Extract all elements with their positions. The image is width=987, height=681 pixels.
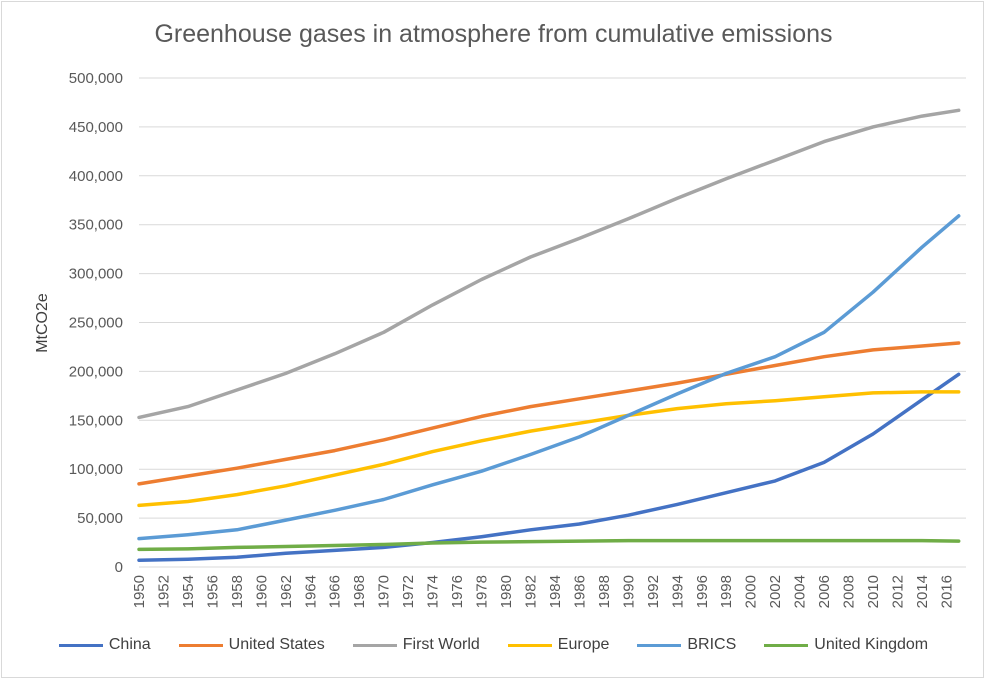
legend-swatch	[178, 643, 223, 647]
x-tick-label: 2008	[841, 575, 858, 608]
y-tick-label: 300,000	[69, 266, 123, 283]
x-tick-label: 1976	[449, 575, 466, 608]
series-line-united-kingdom	[137, 538, 961, 552]
x-tick-label: 1962	[278, 575, 295, 608]
y-tick-label: 400,000	[69, 168, 123, 185]
legend-label: Europe	[557, 636, 610, 653]
x-tick-label: 2012	[889, 575, 906, 608]
legend-label: United Kingdom	[814, 636, 929, 653]
y-tick-label: 50,000	[77, 510, 123, 527]
x-tick-label: 1954	[180, 575, 197, 608]
x-tick-label: 1994	[669, 575, 686, 608]
x-tick-label: 2006	[816, 575, 833, 608]
y-tick-label: 150,000	[69, 412, 123, 429]
y-tick-label: 0	[115, 559, 123, 576]
y-tick-label: 200,000	[69, 363, 123, 380]
legend-swatch	[58, 643, 103, 647]
y-axis-ticks: 0 50,000 100,000 150,000 200,000 250,000 300,0…	[69, 70, 123, 576]
x-tick-label: 1990	[620, 575, 637, 608]
x-tick-label: 1982	[522, 575, 539, 608]
y-axis-title: MtCO2e	[34, 293, 51, 353]
legend-item-united-states: United States	[178, 636, 325, 654]
x-tick-label: 1970	[376, 575, 393, 608]
series-lines	[137, 108, 961, 562]
x-tick-label: 1998	[718, 575, 735, 608]
x-tick-label: 2004	[792, 575, 809, 608]
legend-label: BRICS	[687, 636, 737, 653]
y-tick-label: 450,000	[69, 119, 123, 136]
x-tick-label: 2000	[743, 575, 760, 608]
legend-item-united-kingdom: United Kingdom	[764, 636, 928, 654]
legend-label: China	[108, 636, 151, 653]
x-tick-label: 2014	[914, 575, 931, 608]
legend-item-china: China	[58, 636, 151, 654]
x-tick-label: 1950	[131, 575, 148, 608]
legend-swatch	[764, 643, 809, 647]
x-tick-label: 1960	[253, 575, 270, 608]
x-tick-label: 1988	[596, 575, 613, 608]
x-tick-label: 1986	[571, 575, 588, 608]
x-tick-label: 1956	[204, 575, 221, 608]
x-tick-label: 1968	[351, 575, 368, 608]
legend-item-first-world: First World	[352, 636, 480, 654]
x-tick-label: 1996	[694, 575, 711, 608]
series-line-first-world	[137, 108, 961, 420]
legend: China United States First World Europe BRICS…	[0, 636, 987, 654]
x-tick-label: 1952	[155, 575, 172, 608]
series-line-europe	[137, 390, 961, 508]
y-tick-label: 250,000	[69, 315, 123, 332]
legend-label: United States	[228, 636, 325, 653]
legend-swatch	[352, 643, 397, 647]
x-tick-label: 1972	[400, 575, 417, 608]
x-tick-label: 2016	[938, 575, 955, 608]
gridlines	[139, 77, 966, 519]
y-tick-label: 350,000	[69, 217, 123, 234]
legend-item-europe: Europe	[507, 636, 610, 654]
legend-item-brics: BRICS	[637, 636, 736, 654]
chart-title: Greenhouse gases in atmosphere from cumu…	[154, 20, 833, 48]
x-tick-label: 1964	[302, 575, 319, 608]
y-tick-label: 500,000	[69, 70, 123, 87]
x-tick-label: 1966	[327, 575, 344, 608]
x-axis-ticks: 1950 1952 1954 1956 1958 1960 1962 1964 1966 1968…	[131, 575, 955, 608]
x-tick-label: 1980	[498, 575, 515, 608]
legend-swatch	[507, 643, 552, 647]
x-tick-label: 1992	[645, 575, 662, 608]
x-tick-label: 1974	[425, 575, 442, 608]
series-line-brics	[137, 214, 961, 541]
x-tick-label: 1984	[547, 575, 564, 608]
legend-label: First World	[402, 636, 480, 653]
x-tick-label: 2002	[767, 575, 784, 608]
x-tick-label: 2010	[865, 575, 882, 608]
x-tick-label: 1958	[229, 575, 246, 608]
legend-swatch	[637, 643, 682, 647]
y-tick-label: 100,000	[69, 461, 123, 478]
series-line-united-states	[137, 341, 961, 486]
series-line-china	[137, 372, 961, 562]
x-tick-label: 1978	[474, 575, 491, 608]
